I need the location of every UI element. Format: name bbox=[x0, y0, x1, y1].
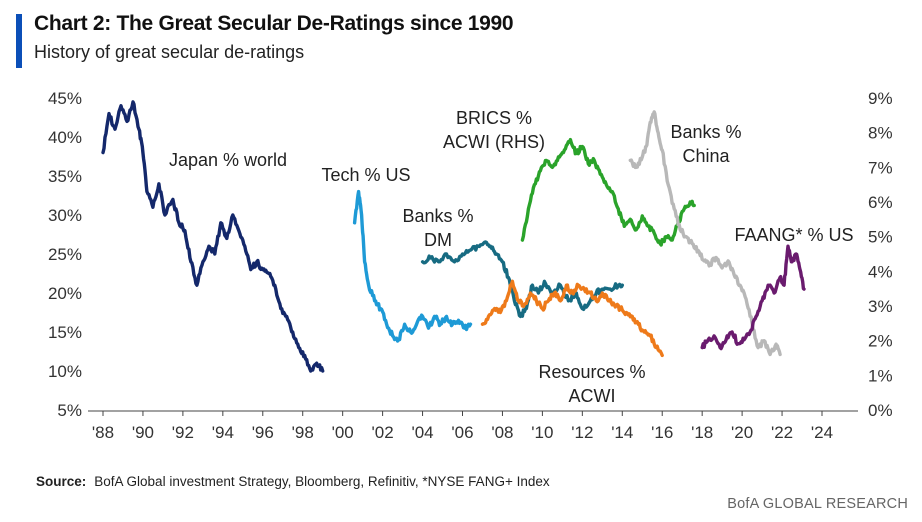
series-label-brics-acwi-rhs: ACWI (RHS) bbox=[443, 132, 545, 152]
y-right-tick-label: 9% bbox=[868, 89, 893, 108]
x-tick-label: '24 bbox=[811, 423, 833, 442]
x-tick-label: '00 bbox=[332, 423, 354, 442]
x-tick-label: '10 bbox=[531, 423, 553, 442]
x-tick-label: '14 bbox=[611, 423, 633, 442]
y-left-tick-label: 35% bbox=[48, 167, 82, 186]
series-label-tech-us: Tech % US bbox=[321, 165, 410, 185]
y-right-tick-label: 4% bbox=[868, 262, 893, 281]
x-tick-label: '02 bbox=[372, 423, 394, 442]
series-label-banks-china: Banks % bbox=[670, 122, 741, 142]
x-tick-label: '92 bbox=[172, 423, 194, 442]
series-label-banks-china: China bbox=[682, 146, 730, 166]
source-text: BofA Global investment Strategy, Bloombe… bbox=[94, 474, 550, 489]
y-right-tick-label: 3% bbox=[868, 297, 893, 316]
brand-label: BofA GLOBAL RESEARCH bbox=[727, 496, 908, 512]
series-label-japan-world: Japan % world bbox=[169, 150, 287, 170]
x-tick-label: '06 bbox=[451, 423, 473, 442]
y-right-tick-label: 5% bbox=[868, 228, 893, 247]
y-right-tick-label: 0% bbox=[868, 401, 893, 420]
series-line-tech-us bbox=[352, 189, 473, 343]
y-left-tick-label: 20% bbox=[48, 284, 82, 303]
chart-subtitle: History of great secular de-ratings bbox=[34, 42, 305, 62]
y-right-tick-label: 7% bbox=[868, 158, 893, 177]
series-line-resources-acwi bbox=[480, 279, 664, 358]
source-label: Source: bbox=[36, 474, 87, 489]
x-tick-label: '08 bbox=[491, 423, 513, 442]
y-right-tick-label: 6% bbox=[868, 193, 893, 212]
series-line-brics-acwi-rhs bbox=[520, 137, 696, 247]
series-label-resources-acwi: ACWI bbox=[569, 386, 616, 406]
y-left-tick-label: 45% bbox=[48, 89, 82, 108]
series-label-resources-acwi: Resources % bbox=[538, 362, 645, 382]
y-right-tick-label: 2% bbox=[868, 332, 893, 351]
y-left-tick-label: 5% bbox=[57, 401, 82, 420]
y-left-tick-label: 30% bbox=[48, 206, 82, 225]
series-line-banks-china bbox=[628, 110, 782, 357]
series-label-banks-dm: DM bbox=[424, 230, 452, 250]
y-left-tick-label: 10% bbox=[48, 362, 82, 381]
x-tick-label: '22 bbox=[771, 423, 793, 442]
title-accent-bar bbox=[16, 14, 22, 68]
series-label-faang-us: FAANG* % US bbox=[734, 225, 853, 245]
x-tick-label: '04 bbox=[411, 423, 433, 442]
x-tick-label: '90 bbox=[132, 423, 154, 442]
y-left-tick-label: 25% bbox=[48, 245, 82, 264]
series-line-japan-world bbox=[101, 100, 325, 373]
x-tick-label: '94 bbox=[212, 423, 234, 442]
x-tick-label: '88 bbox=[92, 423, 114, 442]
y-left-tick-label: 40% bbox=[48, 128, 82, 147]
x-tick-label: '18 bbox=[691, 423, 713, 442]
x-tick-label: '96 bbox=[252, 423, 274, 442]
series-label-brics-acwi-rhs: BRICS % bbox=[456, 108, 532, 128]
series-line-faang-us bbox=[700, 244, 806, 351]
x-tick-label: '20 bbox=[731, 423, 753, 442]
y-left-tick-label: 15% bbox=[48, 323, 82, 342]
source-line: Source: BofA Global investment Strategy, … bbox=[36, 474, 550, 489]
series-label-banks-dm: Banks % bbox=[402, 206, 473, 226]
x-tick-label: '98 bbox=[292, 423, 314, 442]
chart-title: Chart 2: The Great Secular De-Ratings si… bbox=[34, 12, 514, 35]
x-tick-label: '16 bbox=[651, 423, 673, 442]
x-tick-label: '12 bbox=[571, 423, 593, 442]
y-right-tick-label: 8% bbox=[868, 124, 893, 143]
y-right-tick-label: 1% bbox=[868, 366, 893, 385]
